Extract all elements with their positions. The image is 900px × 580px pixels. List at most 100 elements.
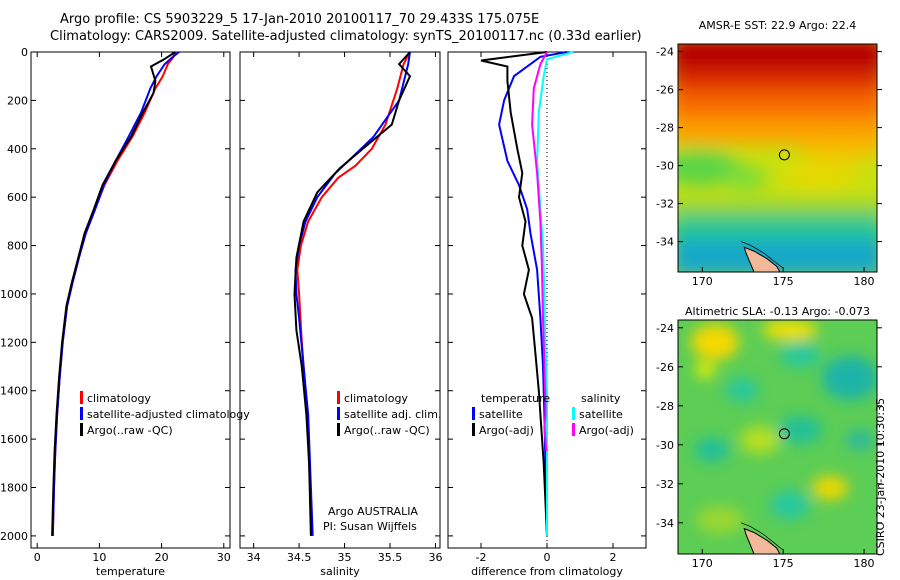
legend-swatch xyxy=(80,391,83,404)
legend-swatch xyxy=(337,391,340,404)
legend-entry: Argo(..raw -QC) xyxy=(87,424,173,437)
x-tick-label: 180 xyxy=(854,275,875,288)
series-line-satellite xyxy=(536,51,574,536)
map-frame xyxy=(677,43,878,273)
bathymetry-contour xyxy=(740,241,784,269)
x-tick-label: 0 xyxy=(34,551,41,564)
x-tick-label: 175 xyxy=(773,275,794,288)
x-tick-label: 30 xyxy=(217,551,231,564)
annotation-pi: PI: Susan Wijffels xyxy=(323,520,417,533)
legend-entry: Argo(-adj) xyxy=(579,424,634,437)
x-tick-label: 170 xyxy=(692,557,713,570)
y-tick-label: 2000 xyxy=(0,530,28,543)
legend-diff-temperature: satellite Argo(-adj) xyxy=(472,407,534,437)
legend-temperature: climatology satellite-adjusted climatolog… xyxy=(80,391,250,437)
x-axis-label: difference from climatology xyxy=(471,565,623,578)
map-title: AMSR-E SST: 22.9 Argo: 22.4 xyxy=(699,19,857,32)
x-tick-label: 35 xyxy=(338,551,352,564)
y-tick-label: -24 xyxy=(656,322,674,335)
series-line-argo-adj- xyxy=(531,51,548,452)
x-tick-label: 2 xyxy=(610,551,617,564)
y-tick-label: 1800 xyxy=(0,482,28,495)
y-tick-label: -24 xyxy=(656,46,674,59)
legend-salinity: climatology satellite adj. clim. Argo(..ra… xyxy=(337,391,441,437)
x-tick-label: 20 xyxy=(155,551,169,564)
y-tick-label: 1200 xyxy=(0,336,28,349)
y-tick-label: 1400 xyxy=(0,385,28,398)
title-line-1: Argo profile: CS 5903229_5 17-Jan-2010 2… xyxy=(60,12,540,27)
legend-heading-temperature: temperature xyxy=(481,392,550,405)
sst-map xyxy=(678,44,877,272)
y-tick-label: 1600 xyxy=(0,433,28,446)
y-tick-label: -32 xyxy=(656,198,674,211)
profile-panel-0: 0 10 20 30 0 200 400 600 800 1000 1200 1400 1600 1800… xyxy=(0,46,231,578)
y-tick-label: 600 xyxy=(7,191,28,204)
y-tick-label: -26 xyxy=(656,361,674,374)
map-frame xyxy=(677,319,878,555)
legend-entry: satellite xyxy=(579,408,623,421)
y-tick-label: -26 xyxy=(656,84,674,97)
x-axis-label: salinity xyxy=(320,565,360,578)
x-tick-label: 0 xyxy=(544,551,551,564)
y-tick-label: 800 xyxy=(7,240,28,253)
series-line-argo-raw-qc- xyxy=(293,51,412,536)
y-tick-label: -34 xyxy=(656,517,674,530)
legend-swatch xyxy=(337,423,340,436)
y-tick-label: -30 xyxy=(656,439,674,452)
legend-diff-salinity: satellite Argo(-adj) xyxy=(572,407,634,437)
legend-heading-salinity: salinity xyxy=(581,392,621,405)
argo-location-marker xyxy=(778,149,790,161)
y-tick-label: -28 xyxy=(656,400,674,413)
x-tick-label: 175 xyxy=(773,557,794,570)
map-title: Altimetric SLA: -0.13 Argo: -0.073 xyxy=(685,305,870,318)
series-line-climatology xyxy=(51,51,177,536)
legend-swatch xyxy=(572,407,575,420)
legend-entry: satellite xyxy=(479,408,523,421)
legend-entry: climatology xyxy=(87,392,151,405)
map-axes-3: 170 175 180 -24 -26 -28 -30 -32 -34 AMSR-E SST: 2… xyxy=(656,19,882,288)
x-tick-label: -2 xyxy=(476,551,487,564)
x-axis-label: temperature xyxy=(96,565,165,578)
y-tick-label: 1000 xyxy=(0,288,28,301)
legend-entry: climatology xyxy=(344,392,408,405)
map-axes-4: 170 175 180 -24 -26 -28 -30 -32 -34 Altimetric SL… xyxy=(656,305,882,570)
legend-entry: satellite-adjusted climatology xyxy=(87,408,250,421)
legend-swatch xyxy=(572,423,575,436)
legend-entry: Argo(-adj) xyxy=(479,424,534,437)
y-tick-label: -34 xyxy=(656,236,674,249)
x-tick-label: 36 xyxy=(428,551,442,564)
series-line-satellite-adjusted-climatology xyxy=(51,51,180,536)
x-tick-label: 170 xyxy=(692,275,713,288)
x-tick-label: 35.5 xyxy=(378,551,403,564)
series-line-climatology xyxy=(296,51,411,536)
legend-swatch xyxy=(472,407,475,420)
x-tick-label: 180 xyxy=(854,557,875,570)
plot-frame xyxy=(239,51,441,549)
land-northland xyxy=(743,246,781,273)
profile-panel-1: 34 34.5 35 35.5 36 salinity xyxy=(239,51,442,578)
bathymetry-contour xyxy=(740,522,784,551)
y-tick-label: -30 xyxy=(656,160,674,173)
x-tick-label: 10 xyxy=(92,551,106,564)
argo-location-marker xyxy=(778,428,790,440)
land-northland xyxy=(743,527,781,555)
sla-map xyxy=(678,320,877,554)
credit-line: CSIRO 23-Jan-2010 10:30:35 xyxy=(874,397,887,556)
y-tick-label: -32 xyxy=(656,478,674,491)
legend-swatch xyxy=(337,407,340,420)
legend-swatch xyxy=(80,407,83,420)
series-line-argo-adj- xyxy=(480,51,548,536)
legend-swatch xyxy=(472,423,475,436)
legend-entry: satellite adj. clim. xyxy=(344,408,441,421)
x-tick-label: 34 xyxy=(247,551,261,564)
plot-frame xyxy=(30,51,231,549)
y-tick-label: 400 xyxy=(7,143,28,156)
x-tick-label: 34.5 xyxy=(287,551,312,564)
title-line-2: Climatology: CARS2009. Satellite-adjuste… xyxy=(50,29,642,44)
annotation-argo-australia: Argo AUSTRALIA xyxy=(328,505,418,518)
y-tick-label: -28 xyxy=(656,122,674,135)
legend-swatch xyxy=(80,423,83,436)
legend-entry: Argo(..raw -QC) xyxy=(344,424,430,437)
